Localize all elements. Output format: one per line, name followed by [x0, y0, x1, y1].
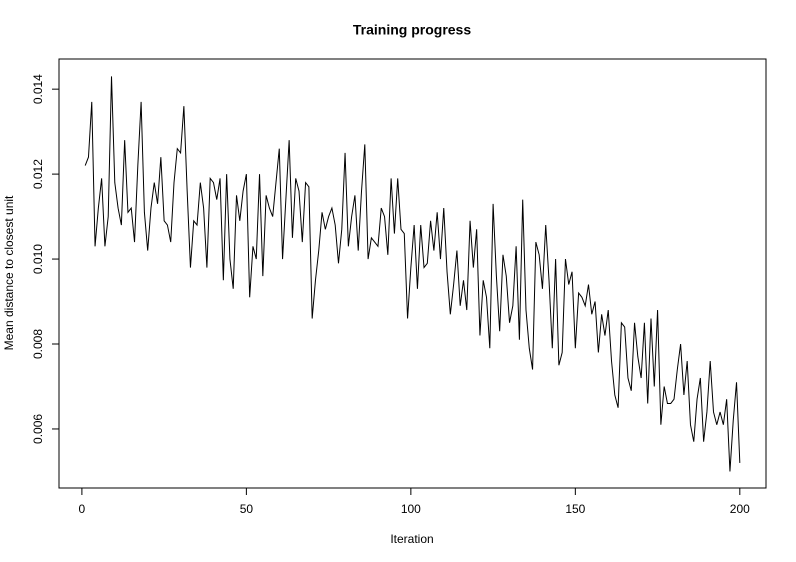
y-tick-label: 0.012 — [31, 159, 45, 189]
x-axis-label: Iteration — [390, 532, 433, 546]
x-tick-label: 150 — [565, 502, 585, 516]
plot-frame — [58, 58, 767, 489]
y-tick-label: 0.014 — [31, 74, 45, 104]
y-tick-label: 0.006 — [31, 414, 45, 444]
chart-title: Training progress — [353, 22, 471, 38]
data-line — [84, 76, 741, 472]
x-tick-label: 0 — [79, 502, 86, 516]
y-axis-label: Mean distance to closest unit — [2, 195, 16, 350]
y-tick-label: 0.010 — [31, 244, 45, 274]
x-tick-label: 100 — [401, 502, 421, 516]
x-tick-label: 200 — [730, 502, 750, 516]
y-tick-label: 0.008 — [31, 329, 45, 359]
x-tick-label: 50 — [240, 502, 254, 516]
